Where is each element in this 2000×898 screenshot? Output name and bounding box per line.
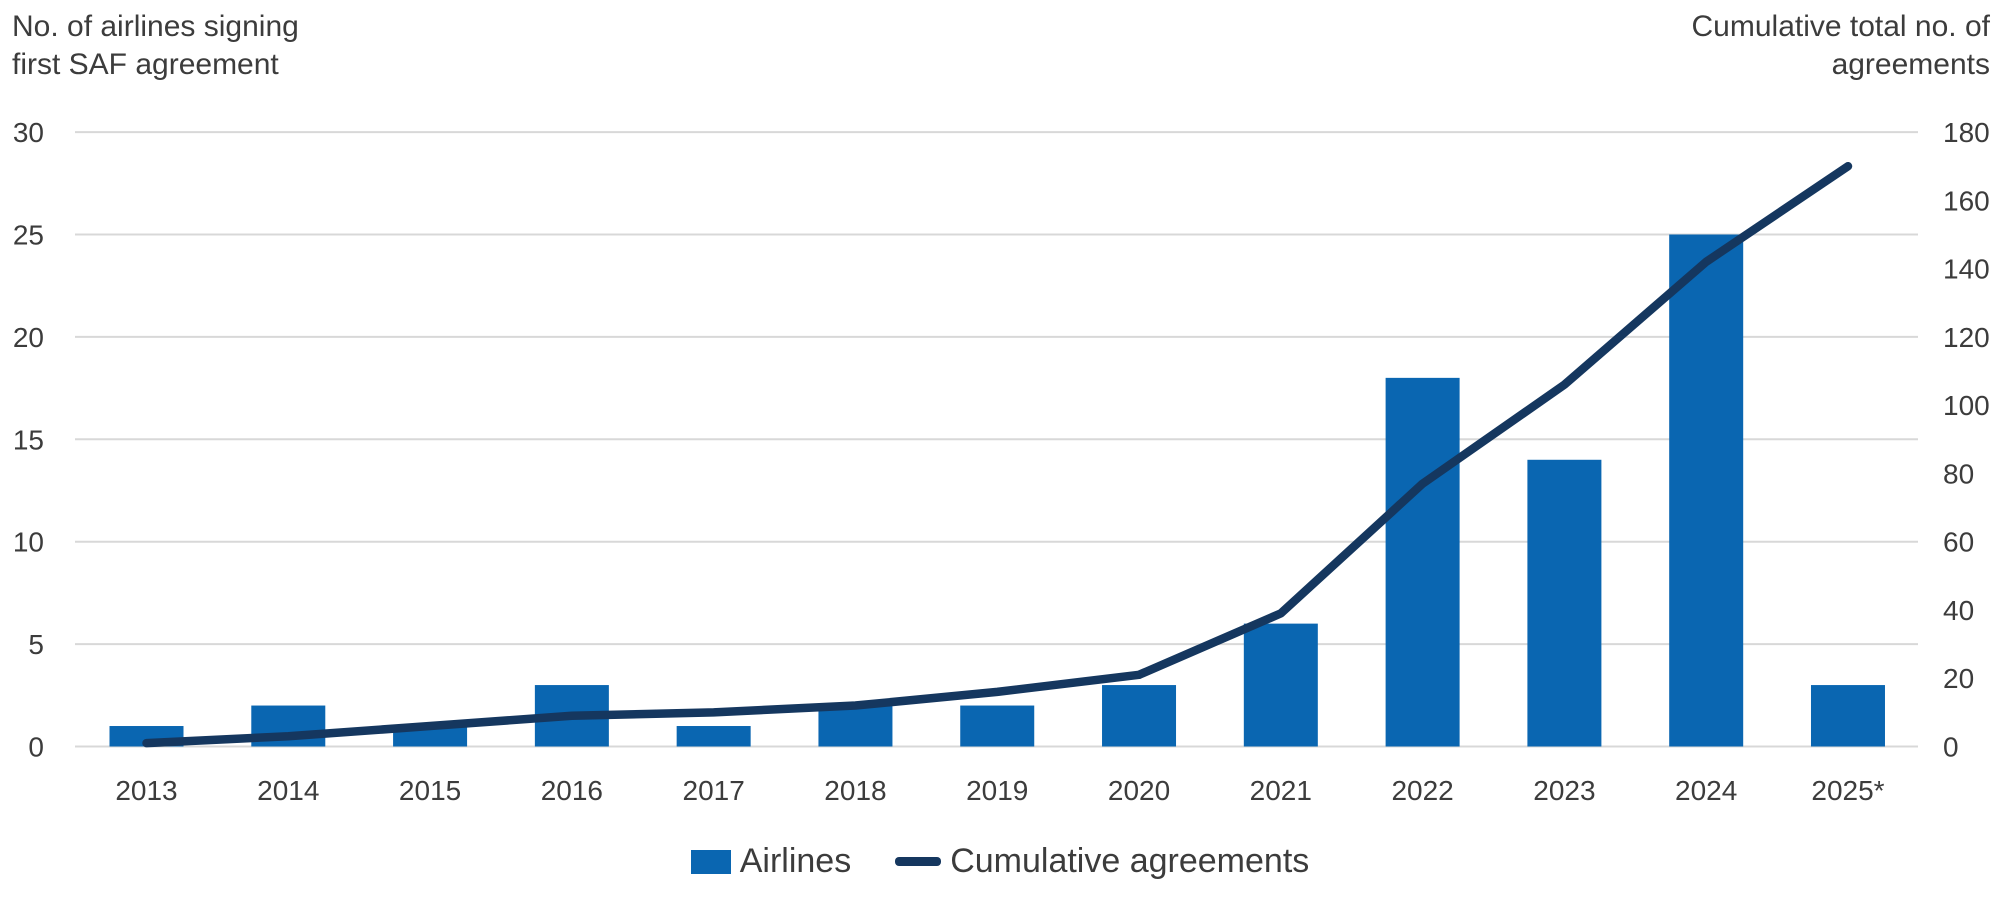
y-axis-left-tick-label: 25 [13, 220, 44, 251]
airlines-bar [1102, 685, 1177, 747]
x-axis-year-label: 2018 [824, 775, 886, 806]
y-axis-right-tick-label: 100 [1943, 390, 1990, 421]
y-axis-right-tick-label: 120 [1943, 322, 1990, 353]
x-axis-year-label: 2021 [1250, 775, 1312, 806]
y-axis-left-tick-label: 15 [13, 424, 44, 455]
y-axis-left-tick-label: 5 [28, 629, 44, 660]
airlines-bar [960, 705, 1035, 747]
airlines-bar [1810, 685, 1885, 747]
y-axis-right-tick-label: 20 [1943, 663, 1974, 694]
legend-item-airlines: Airlines [690, 842, 852, 881]
y-axis-left-tick-label: 20 [13, 322, 44, 353]
y-axis-right-tick-label: 40 [1943, 595, 1974, 626]
x-axis-year-label: 2014 [257, 775, 319, 806]
airlines-bar [1527, 459, 1602, 747]
x-axis-year-label: 2013 [115, 775, 177, 806]
legend-item-cumulative: Cumulative agreements [895, 842, 1309, 881]
right-axis-title: Cumulative total no. of agreements [1692, 8, 1991, 84]
cumulative-legend-label: Cumulative agreements [950, 842, 1310, 880]
y-axis-right-tick-label: 60 [1943, 527, 1974, 558]
y-axis-right-tick-label: 160 [1943, 185, 1990, 216]
airlines-legend-label: Airlines [739, 842, 852, 880]
x-axis-year-label: 2016 [541, 775, 603, 806]
x-axis-year-label: 2020 [1108, 775, 1170, 806]
left-axis-title-line2: first SAF agreement [12, 48, 279, 81]
x-axis-year-label: 2022 [1391, 775, 1453, 806]
x-axis-year-label: 2017 [683, 775, 745, 806]
x-axis-year-label: 2025* [1811, 775, 1884, 806]
y-axis-left-tick-label: 0 [28, 732, 44, 763]
airlines-bar [1669, 234, 1744, 747]
y-axis-left-tick-label: 10 [13, 527, 44, 558]
airlines-bar [1385, 377, 1460, 747]
airlines-bar [1243, 623, 1318, 747]
x-axis-year-label: 2024 [1675, 775, 1737, 806]
left-axis-title: No. of airlines signing first SAF agreem… [12, 8, 299, 84]
y-axis-right-tick-label: 0 [1943, 732, 1959, 763]
airlines-bar [818, 705, 893, 747]
left-axis-title-line1: No. of airlines signing [12, 10, 299, 43]
y-axis-right-tick-label: 140 [1943, 254, 1990, 285]
y-axis-left-tick-label: 30 [13, 117, 44, 148]
x-axis-year-label: 2023 [1533, 775, 1595, 806]
airlines-legend-swatch [690, 849, 731, 874]
right-axis-title-line2: agreements [1831, 48, 1990, 81]
y-axis-right-tick-label: 80 [1943, 458, 1974, 489]
airlines-bar [676, 726, 751, 747]
x-axis-year-label: 2015 [399, 775, 461, 806]
cumulative-line-legend-swatch [895, 857, 942, 866]
y-axis-right-tick-label: 180 [1943, 117, 1990, 148]
chart-legend: Airlines Cumulative agreements [0, 842, 2000, 881]
x-axis-year-label: 2019 [966, 775, 1028, 806]
cumulative-agreements-line [142, 161, 1853, 748]
right-axis-title-line1: Cumulative total no. of [1691, 10, 1991, 43]
